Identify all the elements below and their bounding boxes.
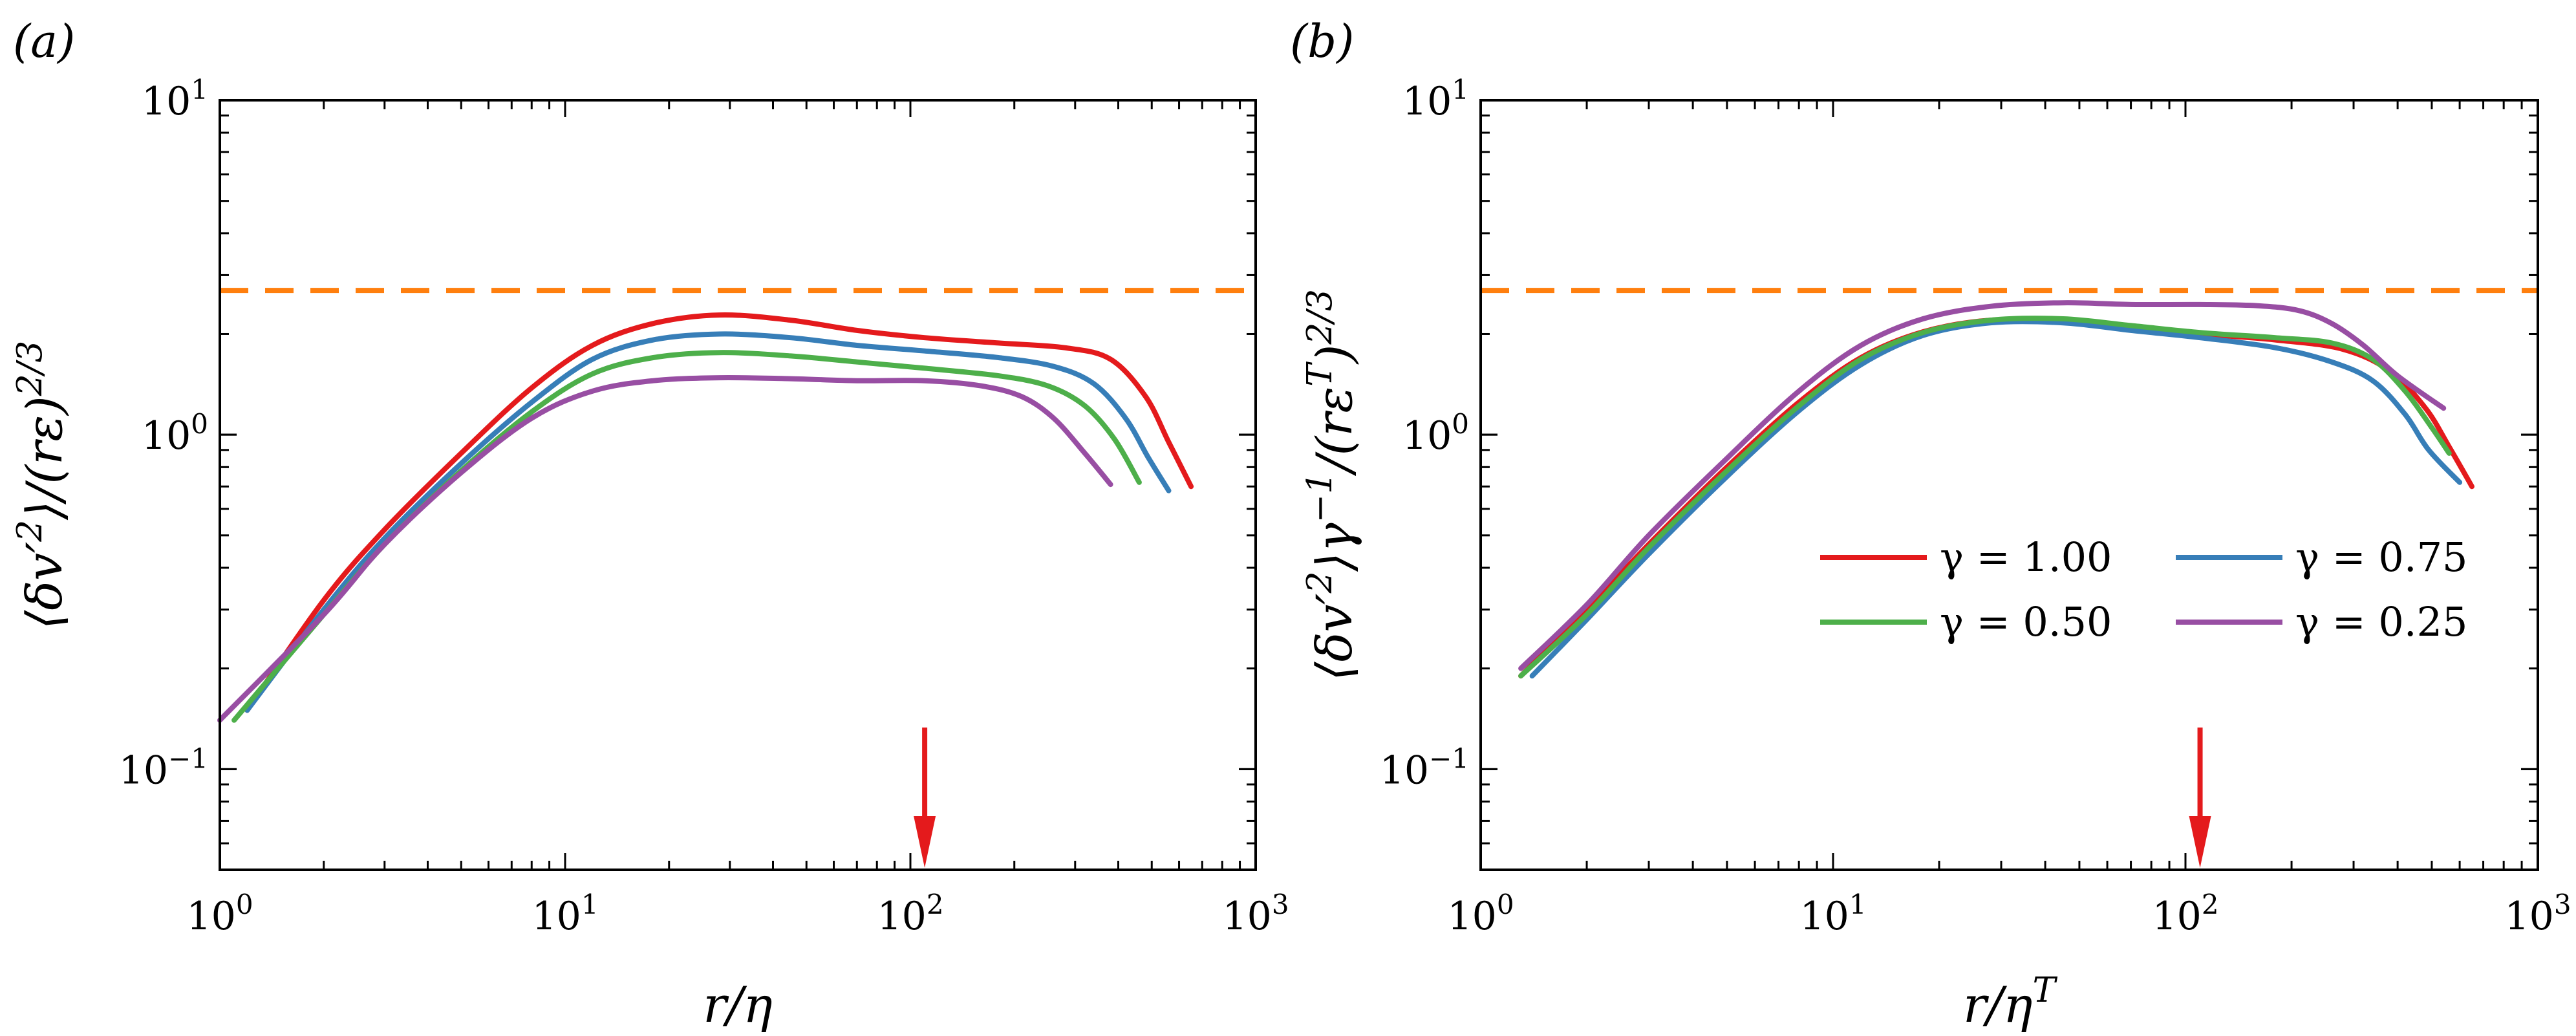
arrow-head <box>914 816 936 868</box>
x-tick-label: 103 <box>1222 889 1289 940</box>
legend-entry-gamma-0.75: γ = 0.75 <box>2176 534 2467 581</box>
series-line-gamma-0.25 <box>1518 300 2447 671</box>
y-axis-label-group: ⟨δv′2⟩/(rε)2/3 <box>10 341 73 630</box>
legend-label: γ = 0.75 <box>2295 534 2467 581</box>
y-axis-label: ⟨δv′2⟩γ−1/(rεT)2/3 <box>1300 289 1363 681</box>
panel-label: (b) <box>1290 15 1354 68</box>
y-tick-label: 10−1 <box>1380 742 1469 793</box>
x-tick-label: 102 <box>2152 889 2218 940</box>
legend-label: γ = 0.25 <box>2295 598 2467 645</box>
y-axis-label-group: ⟨δv′2⟩γ−1/(rεT)2/3 <box>1300 289 1363 681</box>
y-tick-label: 101 <box>142 74 208 125</box>
series-line-gamma-0.75 <box>244 331 1172 713</box>
legend-label: γ = 1.00 <box>1940 534 2112 581</box>
x-tick-label: 103 <box>2504 889 2571 940</box>
panel-label: (a) <box>13 15 75 68</box>
series-line-gamma-0.50 <box>231 350 1142 723</box>
x-axis-label: r/η <box>703 976 772 1033</box>
x-tick-label: 101 <box>531 889 598 940</box>
panel-b: (b) 100 101 102 103 10−1 100 101 r/ηT ⟨δv′2⟩γ−1/(… <box>1290 15 2571 1033</box>
x-axis-label: r/ηT <box>1963 970 2057 1033</box>
y-tick-label: 101 <box>1402 74 1469 125</box>
series-line-gamma-1.00 <box>244 312 1194 713</box>
legend-entry-gamma-0.50: γ = 0.50 <box>1820 598 2112 645</box>
legend-label: γ = 0.50 <box>1940 598 2112 645</box>
legend-entry-gamma-1.00: γ = 1.00 <box>1820 534 2112 581</box>
y-tick-label: 100 <box>1402 408 1469 459</box>
x-tick-label: 100 <box>186 889 253 940</box>
x-tick-label: 101 <box>1799 889 1866 940</box>
arrow-head <box>2189 816 2211 868</box>
panel-a: (a) 100 101 102 103 10−1 100 101 r/η ⟨δv′2⟩/(rε)2… <box>10 15 1289 1033</box>
x-tick-label: 102 <box>877 889 943 940</box>
plot-frame <box>219 99 1257 871</box>
legend-entry-gamma-0.25: γ = 0.25 <box>2176 598 2467 645</box>
x-tick-label: 100 <box>1447 889 1514 940</box>
series-line-gamma-0.50 <box>1518 316 2452 679</box>
series-line-gamma-0.75 <box>1529 319 2463 679</box>
plot-frame <box>1479 99 2539 871</box>
series-line-gamma-0.25 <box>217 374 1113 723</box>
y-tick-label: 10−1 <box>119 742 208 793</box>
legend: γ = 1.00 γ = 0.75 γ = 0.50 γ = 0.25 <box>1820 534 2467 645</box>
y-tick-label: 100 <box>142 408 208 459</box>
y-axis-label: ⟨δv′2⟩/(rε)2/3 <box>10 341 73 630</box>
